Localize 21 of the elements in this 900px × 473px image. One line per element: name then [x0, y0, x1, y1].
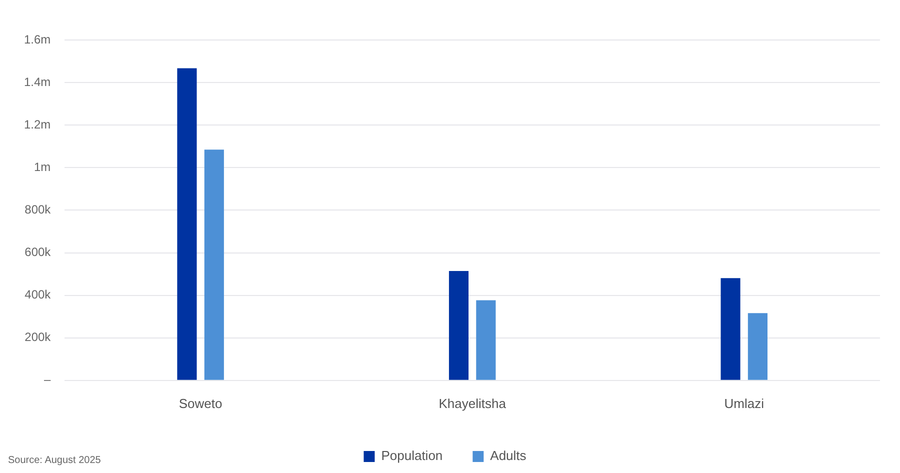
legend-label: Adults: [490, 448, 527, 464]
y-tick-label: 800k: [24, 202, 52, 217]
bar: [476, 300, 496, 380]
bar: [177, 68, 197, 380]
bar: [204, 150, 224, 380]
y-tick-label: 400k: [24, 288, 52, 302]
y-tick-label: 200k: [24, 330, 52, 344]
y-tick-label: –: [44, 372, 51, 387]
y-tick-label: 1.6m: [24, 32, 51, 46]
y-tick-label: 1.4m: [24, 74, 51, 89]
bar: [448, 271, 469, 380]
source-note: Source: August 2025: [8, 455, 101, 466]
y-tick-label: 1.2m: [24, 117, 51, 132]
x-tick-label: Umlazi: [724, 396, 764, 411]
y-tick-label: 600k: [24, 245, 52, 260]
legend-label: Population: [381, 448, 443, 464]
x-tick-label: Khayelitsha: [438, 396, 507, 411]
y-tick-label: 1m: [34, 160, 51, 174]
bar: [720, 278, 740, 380]
x-tick-label: Soweto: [178, 396, 222, 411]
bar: [748, 313, 768, 380]
